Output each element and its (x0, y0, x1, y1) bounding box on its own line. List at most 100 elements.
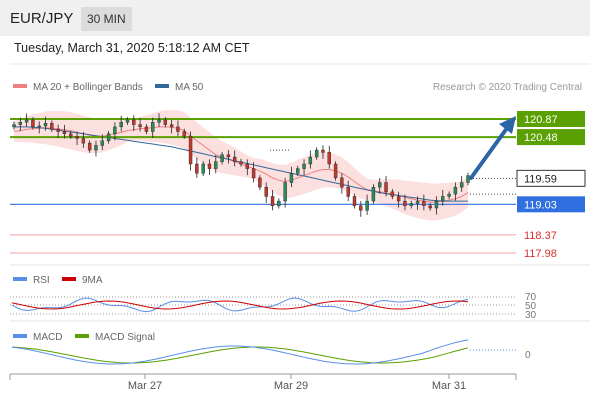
candle-body (169, 124, 174, 128)
candle-body (37, 125, 41, 128)
resistance-label-box (517, 111, 585, 127)
candle-body (18, 122, 23, 125)
candle-body (138, 124, 142, 128)
candle-body (43, 122, 48, 127)
candle-body (434, 200, 439, 209)
timestamp: Tuesday, March 31, 2020 5:18:12 AM CET (14, 41, 250, 55)
timeframe-badge[interactable]: 30 MIN (81, 7, 132, 31)
candle-body (289, 173, 294, 183)
ma50-legend-swatch (155, 84, 169, 88)
candle-body (428, 205, 432, 209)
rsi-line (11, 297, 469, 313)
candle-body (422, 200, 426, 206)
candle-body (384, 182, 388, 192)
macd-signal-legend-swatch (75, 334, 89, 338)
current-price-label: 119.59 (524, 173, 557, 185)
macd-signal-line (11, 346, 469, 364)
research-credit: Research © 2020 Trading Central (433, 82, 582, 93)
candle-body (207, 163, 212, 169)
candle-body (333, 163, 338, 179)
candle-body (396, 196, 401, 202)
candle-body (378, 182, 382, 188)
candle-body (157, 119, 161, 123)
rsi-ma-legend-swatch (62, 277, 76, 281)
candle-body (195, 163, 199, 174)
x-tick-label-mar27: Mar 27 (128, 380, 162, 392)
candle-body (352, 196, 357, 206)
rsi-tick-50: 50 (525, 301, 537, 312)
candle-body (277, 200, 281, 206)
macd-legend-label: MACD (33, 332, 62, 343)
candle-body (346, 186, 350, 197)
pivot-label-box (517, 196, 585, 213)
ma20-legend-swatch (13, 84, 27, 88)
candle-body (100, 140, 104, 146)
candle-body (270, 196, 275, 206)
candle-body (283, 182, 287, 202)
candle-body (466, 175, 470, 183)
candle-body (441, 196, 445, 202)
ma50-legend-label: MA 50 (175, 82, 204, 93)
candle-body (459, 182, 464, 188)
candle-body (409, 203, 413, 206)
candle-body (106, 133, 111, 141)
candle-body (232, 156, 237, 162)
rsi-legend-label: RSI (33, 275, 50, 286)
candle-body (24, 119, 29, 123)
candle-body (125, 119, 130, 123)
rsi-legend-swatch (13, 277, 27, 281)
candle-body (12, 124, 16, 128)
candle-body (365, 200, 369, 211)
candle-body (340, 177, 344, 188)
candle-body (403, 200, 407, 206)
candlesticks (12, 113, 470, 217)
ma20-legend-label: MA 20 + Bollinger Bands (33, 82, 143, 93)
resistance-label: 120.87 (524, 114, 558, 126)
candle-body (226, 154, 231, 158)
candle-body (264, 186, 268, 197)
resistance-label-box (517, 129, 585, 146)
candle-body (453, 186, 458, 195)
macd-line (11, 339, 469, 365)
candle-body (447, 193, 451, 197)
current-price-box (516, 169, 586, 187)
x-tick-label-mar31: Mar 31 (432, 380, 466, 392)
chart-header-bar: EUR/JPY 30 MIN (0, 0, 590, 36)
candle-body (62, 131, 67, 135)
support-label: 118.37 (524, 230, 557, 242)
candle-body (113, 126, 117, 135)
candle-body (201, 163, 205, 174)
candle-body (132, 119, 136, 125)
macd-signal-legend-label: MACD Signal (95, 332, 155, 343)
rsi-ma-legend-label: 9MA (82, 275, 103, 286)
candle-body (87, 142, 92, 151)
candle-body (119, 122, 123, 128)
forecast-arrow (469, 116, 516, 180)
candle-body (359, 205, 363, 211)
candle-body (81, 138, 86, 144)
candle-body (302, 163, 306, 169)
candle-body (75, 135, 79, 139)
macd-tick-0: 0 (525, 350, 531, 361)
candle-body (251, 168, 256, 179)
macd-legend-swatch (13, 334, 27, 338)
candle-body (390, 191, 395, 197)
pivot-label: 119.03 (524, 199, 557, 211)
candle-body (182, 131, 186, 137)
candle-body (239, 161, 243, 165)
candle-body (327, 152, 331, 165)
candle-body (314, 149, 319, 158)
candle-body (144, 126, 149, 132)
candle-body (56, 129, 60, 132)
rsi-ma-line (11, 300, 469, 310)
candle-body (94, 145, 98, 151)
candle-body (371, 186, 376, 202)
candle-body (220, 154, 224, 162)
candle-body (188, 135, 193, 165)
candle-body (69, 133, 73, 137)
price-levels: 120.87 120.48 119.59 119.03 118.37 117.98 (10, 111, 586, 260)
macd-lines (11, 339, 516, 365)
candle-body (258, 177, 262, 188)
support-label: 117.98 (524, 248, 557, 260)
